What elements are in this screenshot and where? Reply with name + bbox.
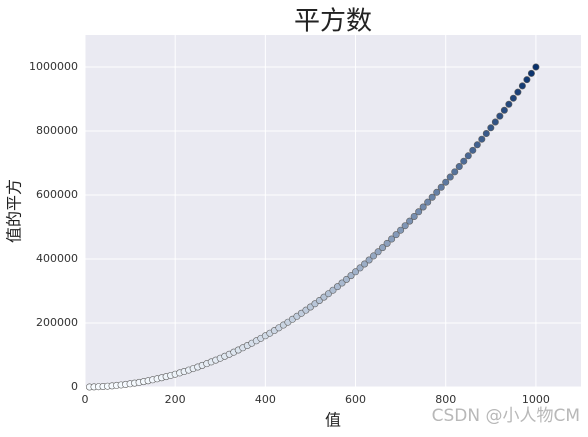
point	[401, 222, 409, 230]
chart-title: 平方数	[294, 7, 372, 37]
x-tick-label: 600	[345, 393, 366, 406]
point	[406, 217, 414, 225]
grid	[84, 35, 581, 388]
point	[374, 248, 382, 256]
x-tick-label: 200	[165, 393, 186, 406]
point	[487, 124, 495, 132]
point	[365, 256, 373, 264]
point	[523, 76, 531, 84]
point	[496, 112, 504, 120]
point	[455, 163, 463, 171]
point	[527, 69, 535, 77]
x-axis-label: 值	[325, 411, 341, 430]
point	[451, 168, 459, 176]
point	[433, 188, 441, 196]
point	[514, 88, 522, 96]
point	[500, 106, 508, 114]
point	[347, 272, 355, 280]
y-tick-label: 800000	[36, 124, 78, 137]
point	[361, 260, 369, 268]
point	[532, 63, 540, 71]
point	[388, 235, 396, 243]
point	[473, 141, 481, 149]
point	[383, 239, 391, 247]
point	[415, 208, 423, 216]
point	[397, 226, 405, 234]
point	[410, 212, 418, 220]
points	[86, 63, 540, 391]
x-tick-label: 800	[435, 393, 456, 406]
point	[518, 82, 526, 90]
point	[392, 231, 400, 239]
point	[370, 252, 378, 260]
point	[356, 264, 364, 272]
point	[419, 203, 427, 211]
y-tick-label: 1000000	[29, 60, 78, 73]
point	[478, 135, 486, 143]
point	[437, 183, 445, 191]
y-tick-label: 400000	[36, 252, 78, 265]
point	[334, 283, 342, 291]
point	[482, 130, 490, 138]
point	[352, 268, 360, 276]
point	[424, 198, 432, 206]
point	[379, 244, 387, 252]
point	[446, 173, 454, 181]
point	[329, 286, 337, 294]
x-tick-label: 400	[255, 393, 276, 406]
y-tick-label: 200000	[36, 316, 78, 329]
y-tick-label: 600000	[36, 188, 78, 201]
point	[338, 279, 346, 287]
point	[428, 193, 436, 201]
y-axis-label: 值的平方	[5, 179, 24, 243]
point	[460, 157, 468, 165]
point	[442, 178, 450, 186]
point	[469, 146, 477, 154]
point	[505, 100, 513, 108]
x-tick-label: 0	[82, 393, 89, 406]
x-tick-label: 1000	[522, 393, 550, 406]
watermark: CSDN @小人物CM	[432, 406, 580, 426]
point	[491, 118, 499, 126]
point	[343, 275, 351, 283]
plot-area	[85, 35, 581, 387]
y-tick-label: 0	[71, 380, 78, 393]
point	[464, 152, 472, 160]
point	[509, 94, 517, 102]
